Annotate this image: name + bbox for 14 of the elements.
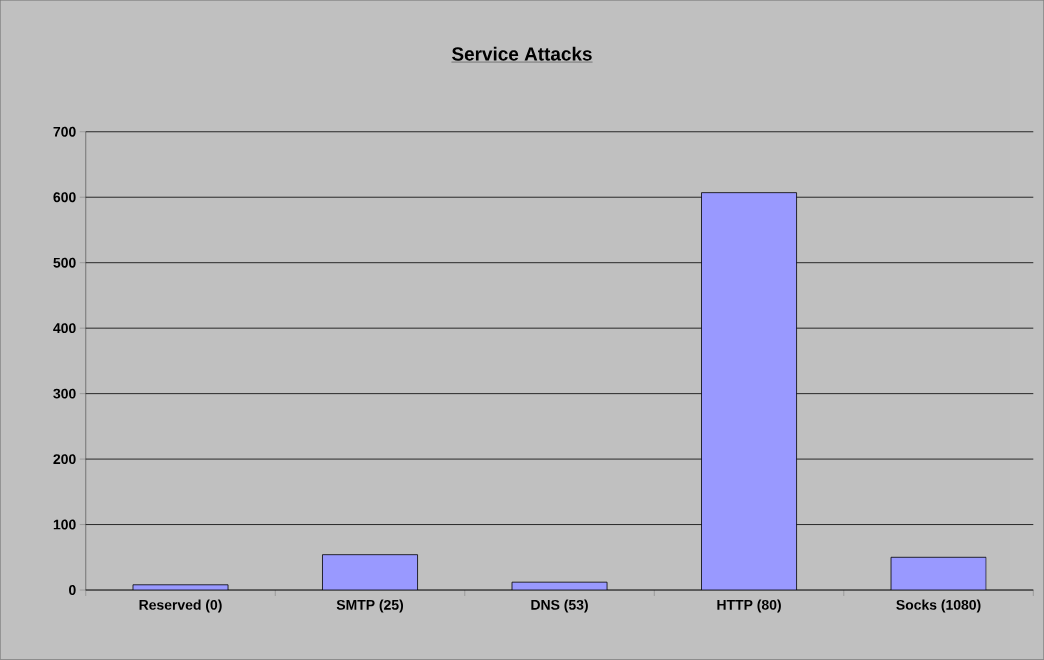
- y-tick-label: 200: [53, 454, 76, 465]
- x-tick-label: DNS (53): [531, 599, 588, 613]
- y-tick-label: 100: [53, 519, 76, 530]
- y-tick-label: 500: [53, 257, 76, 268]
- x-tick-label: SMTP (25): [336, 599, 404, 613]
- y-tick-label: 0: [69, 585, 76, 596]
- x-tick-label: Reserved (0): [139, 599, 222, 613]
- y-tick-label: 400: [53, 323, 76, 334]
- x-tick-label: HTTP (80): [717, 599, 781, 613]
- y-tick-label: 700: [53, 126, 76, 137]
- x-tick-label: Socks (1080): [896, 599, 981, 613]
- chart-title: Service Attacks: [452, 46, 592, 61]
- y-tick-label: 300: [53, 388, 76, 399]
- y-tick-label: 600: [53, 192, 76, 203]
